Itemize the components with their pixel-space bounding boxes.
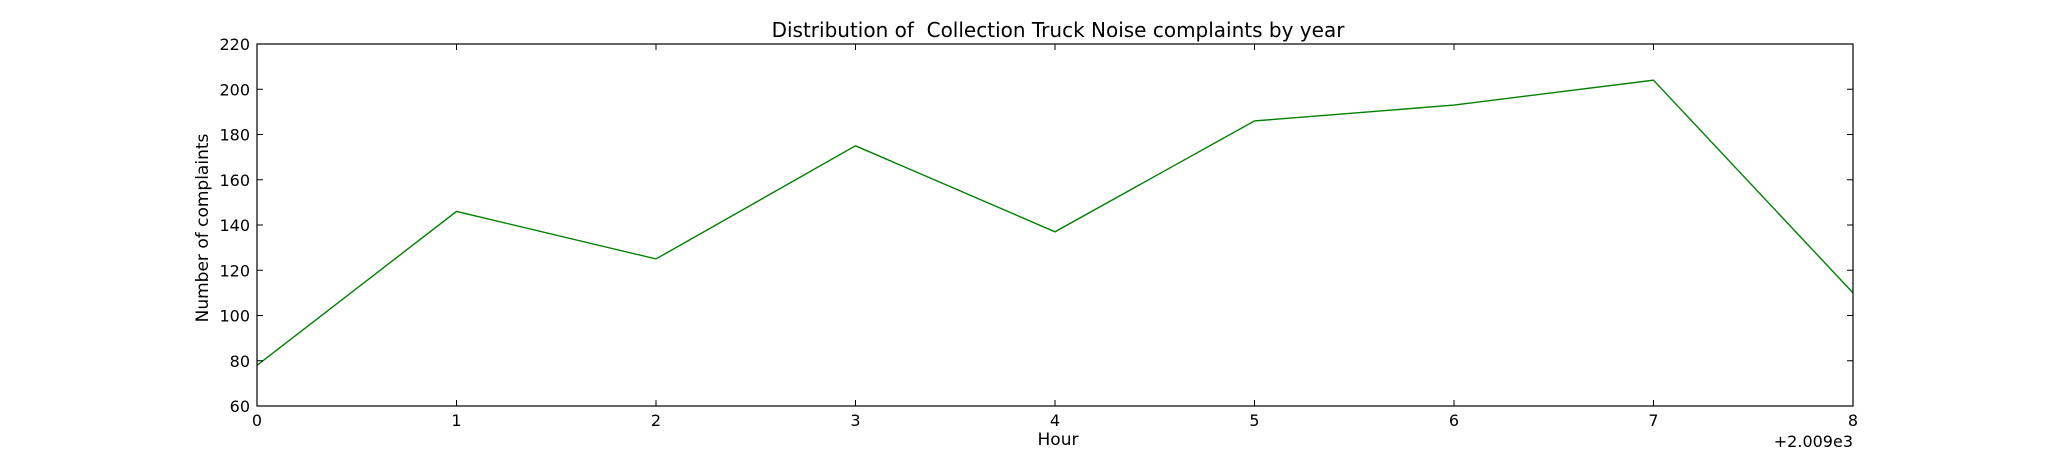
y-tick-label: 80 — [230, 352, 250, 371]
x-tick-label: 2 — [651, 411, 661, 430]
y-tick-label: 100 — [219, 307, 250, 326]
x-axis-label: Hour — [1038, 430, 1079, 450]
y-tick-label: 220 — [219, 35, 250, 54]
y-axis-label: Number of complaints — [193, 133, 213, 322]
x-tick-label: 4 — [1050, 411, 1060, 430]
plot-area — [256, 79, 1854, 366]
axis-ticks: 0 1 2 3 4 5 6 7 8 60 80 100 120 140 160 180 200 220 — [219, 35, 1858, 430]
series-line — [256, 79, 1854, 366]
y-tick-label: 60 — [230, 397, 250, 416]
y-tick-label: 180 — [219, 126, 250, 145]
x-tick-label: 3 — [850, 411, 860, 430]
chart-title: Distribution of Collection Truck Noise c… — [772, 18, 1346, 42]
plot-frame — [256, 43, 1854, 407]
y-tick-label: 200 — [219, 80, 250, 99]
x-tick-label: 5 — [1249, 411, 1259, 430]
x-tick-label: 1 — [451, 411, 461, 430]
x-tick-label: 7 — [1648, 411, 1658, 430]
y-tick-label: 120 — [219, 261, 250, 280]
x-tick-label: 6 — [1449, 411, 1459, 430]
y-tick-label: 140 — [219, 216, 250, 235]
x-tick-label: 0 — [252, 411, 262, 430]
x-offset-label: +2.009e3 — [1774, 432, 1853, 450]
x-tick-label: 8 — [1848, 411, 1858, 430]
y-tick-label: 160 — [219, 171, 250, 190]
